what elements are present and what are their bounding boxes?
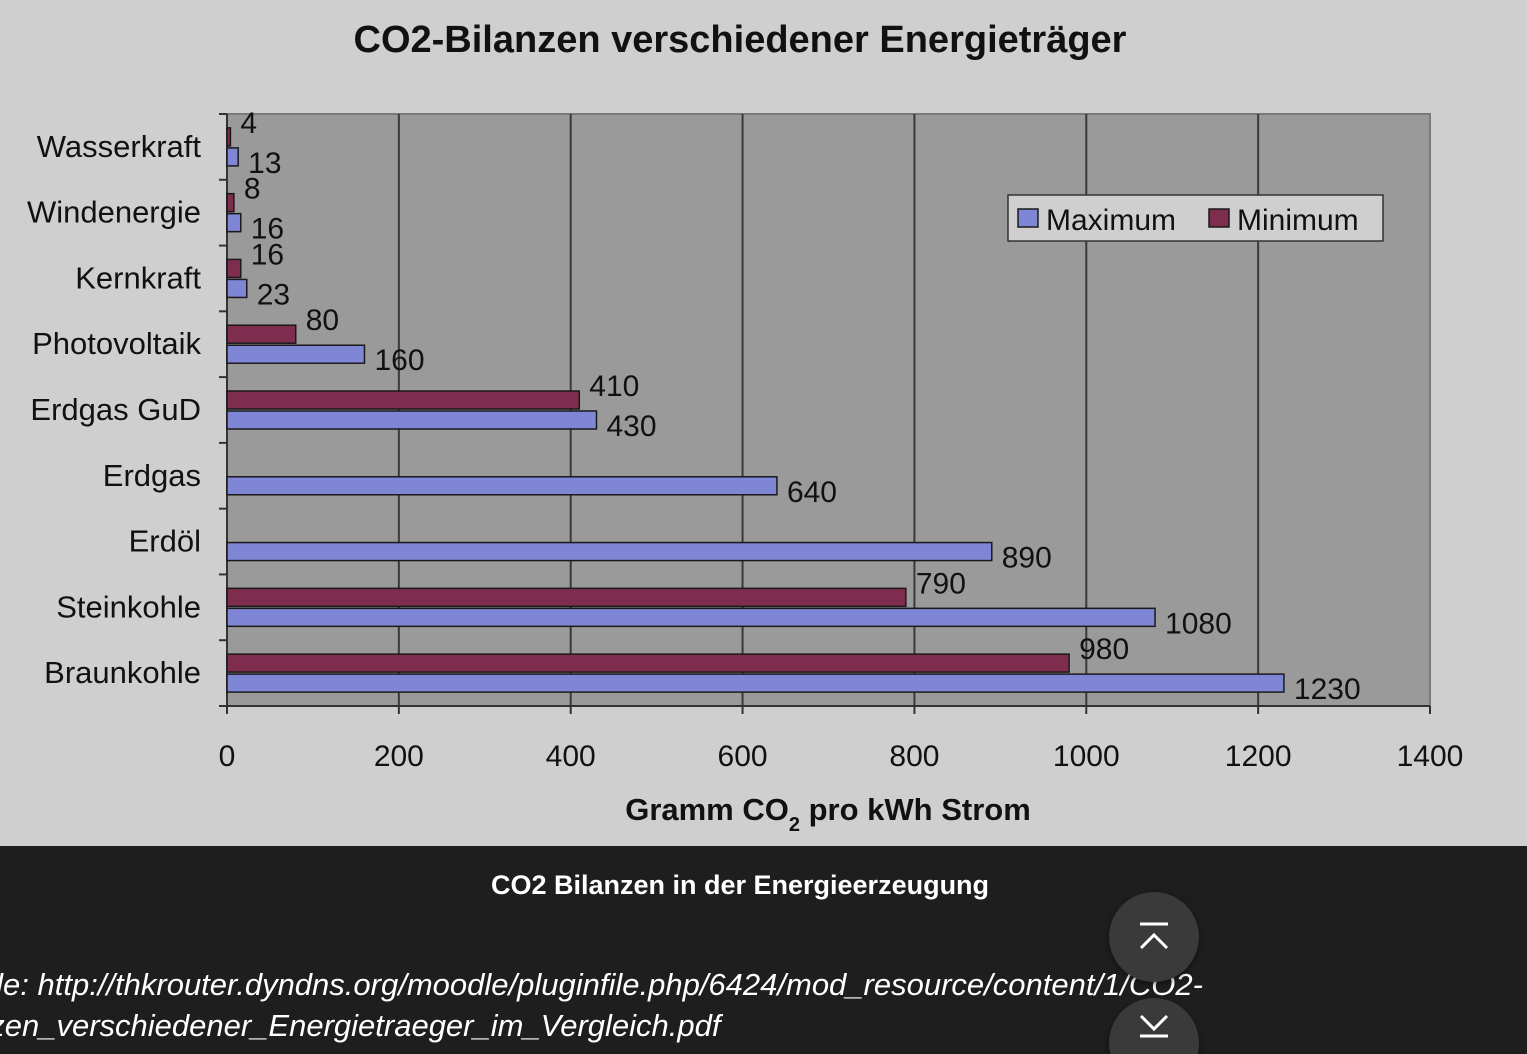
caption-source[interactable]: elle: http://thkrouter.dyndns.org/moodle… (0, 964, 1527, 1046)
data-label-minimum: 790 (916, 567, 966, 600)
bar-maximum (226, 212, 242, 233)
bar-minimum (226, 127, 232, 147)
chart-canvas: CO2-Bilanzen verschiedener Energieträger… (27, 19, 1464, 836)
data-label-maximum: 16 (251, 213, 284, 246)
bar-maximum (226, 476, 778, 496)
y-tick-label: Kernkraft (75, 260, 201, 295)
legend-label-maximum: Maximum (1046, 204, 1176, 237)
chevron-down-icon (1139, 1014, 1169, 1038)
bar-minimum (226, 258, 242, 279)
y-tick-label: Erdgas (103, 458, 201, 493)
x-tick-label: 1000 (1053, 740, 1120, 773)
y-tick-label: Erdöl (129, 524, 201, 559)
bar-minimum (226, 390, 581, 410)
data-label-maximum: 1080 (1165, 607, 1232, 640)
bar-maximum (226, 147, 239, 167)
legend-swatch-maximum (1017, 208, 1039, 228)
x-tick-label: 0 (219, 740, 236, 773)
x-tick-label: 200 (374, 740, 424, 773)
x-tick-label: 1200 (1225, 740, 1292, 773)
data-label-maximum: 160 (374, 344, 424, 377)
bar-minimum (226, 653, 1070, 673)
bar-maximum (226, 278, 248, 299)
legend (1007, 194, 1384, 242)
chart-panel: CO2-Bilanzen verschiedener Energieträger… (0, 0, 1527, 846)
y-tick-label: Wasserkraft (37, 129, 202, 164)
data-label-minimum: 80 (306, 304, 339, 337)
x-tick-label: 600 (718, 740, 768, 773)
data-label-minimum: 4 (240, 107, 257, 140)
data-label-maximum: 890 (1002, 542, 1052, 575)
bar-maximum (226, 344, 366, 364)
data-label-maximum: 13 (248, 147, 281, 180)
data-label-maximum: 1230 (1294, 673, 1361, 706)
bar-maximum (226, 673, 1285, 693)
caption-source-line-2[interactable]: nzen_verschiedener_Energietraeger_im_Ver… (0, 1008, 721, 1043)
y-tick-label: Erdgas GuD (30, 392, 201, 427)
legend-swatch-minimum (1208, 208, 1230, 228)
bar-minimum (226, 587, 907, 608)
x-tick-label: 400 (546, 740, 596, 773)
data-label-minimum: 16 (251, 238, 284, 271)
bar-minimum (226, 192, 235, 213)
data-label-maximum: 23 (257, 278, 290, 311)
chevron-up-to-top-icon (1139, 922, 1169, 950)
caption-source-line-1[interactable]: elle: http://thkrouter.dyndns.org/moodle… (0, 967, 1203, 1002)
bar-maximum (226, 410, 598, 430)
bar-maximum (226, 607, 1156, 628)
data-label-minimum: 980 (1079, 633, 1129, 666)
legend-label-minimum: Minimum (1237, 204, 1359, 237)
x-tick-label: 800 (889, 740, 939, 773)
caption-bar: CO2 Bilanzen in der Energieerzeugung ell… (0, 846, 1527, 1054)
y-tick-label: Photovoltaik (32, 326, 201, 361)
x-axis-label: Gramm CO2 pro kWh Strom (625, 792, 1031, 836)
scroll-to-top-button[interactable] (1109, 892, 1199, 982)
x-tick-label: 1400 (1397, 740, 1464, 773)
y-tick-label: Windenergie (27, 195, 201, 230)
caption-title: CO2 Bilanzen in der Energieerzeugung (490, 870, 990, 900)
data-label-minimum: 8 (244, 173, 261, 206)
data-label-maximum: 640 (787, 476, 837, 509)
bar-maximum (226, 541, 993, 562)
y-tick-label: Steinkohle (56, 589, 201, 624)
y-tick-label: Braunkohle (44, 655, 201, 690)
data-label-minimum: 410 (589, 370, 639, 403)
chart-title: CO2-Bilanzen verschiedener Energieträger (354, 19, 1127, 61)
data-label-maximum: 430 (606, 410, 656, 443)
bar-minimum (226, 324, 297, 344)
